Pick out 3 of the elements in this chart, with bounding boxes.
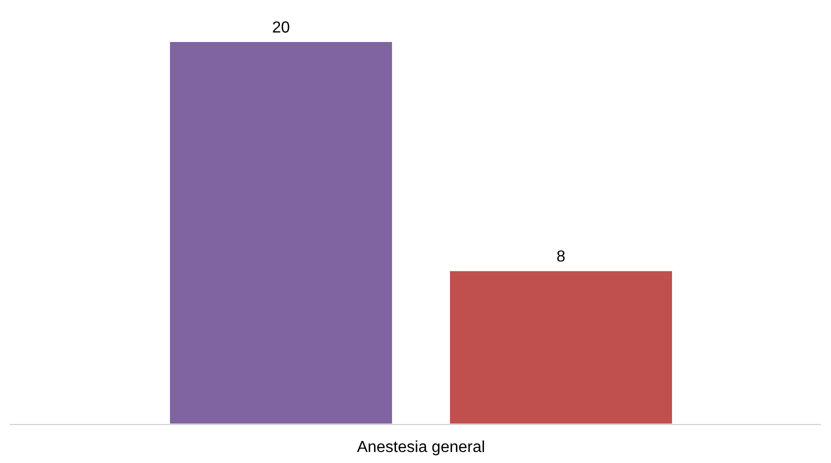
data-label: 8 [556, 248, 566, 266]
data-label: 20 [272, 19, 290, 36]
x-axis-title: Anestesia general [356, 438, 486, 456]
